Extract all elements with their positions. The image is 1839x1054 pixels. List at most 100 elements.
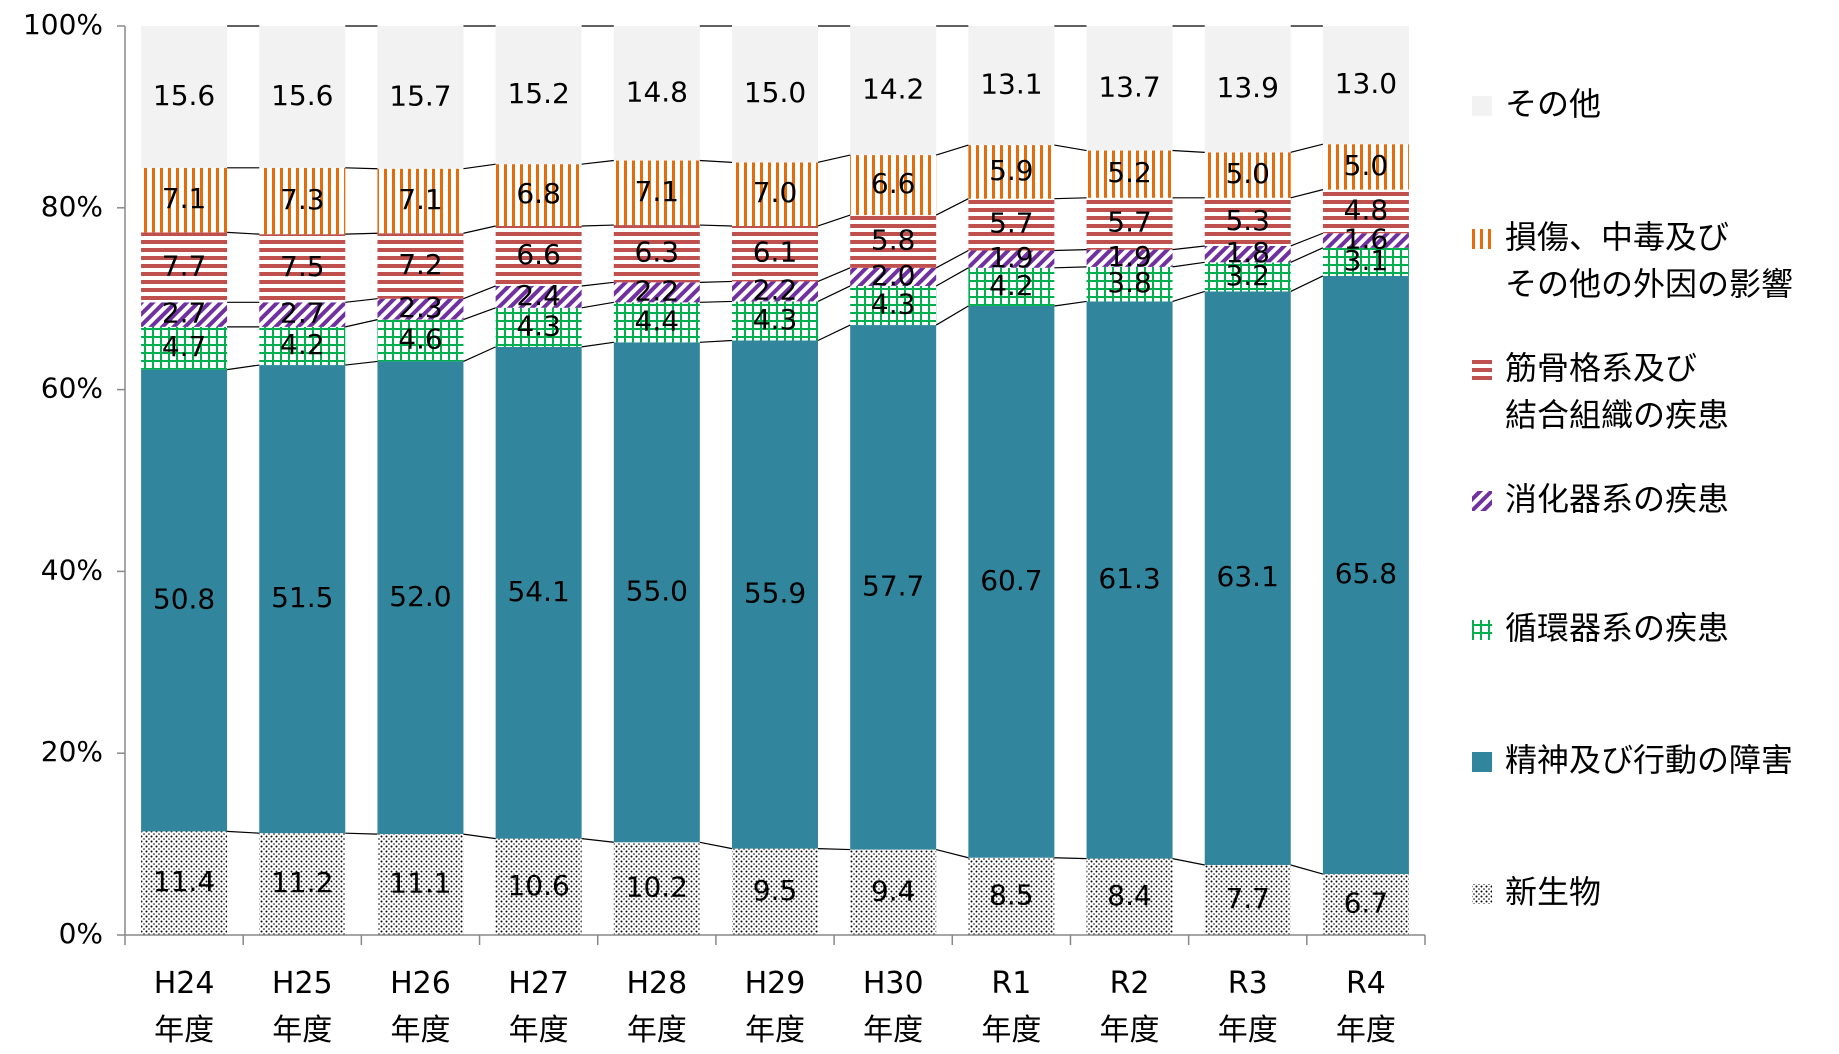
x-tick-label: H24 年度 <box>154 966 215 1048</box>
y-tick-label: 20% <box>41 735 103 768</box>
bar-segment <box>613 26 700 161</box>
series-line <box>1054 300 1087 307</box>
bar-segment <box>259 26 346 168</box>
x-tick-label: R3 年度 <box>1218 966 1278 1048</box>
value-label: 7.1 <box>398 183 443 216</box>
series-line <box>1054 197 1087 200</box>
value-label: 57.7 <box>862 569 924 602</box>
bar-segment <box>259 326 346 366</box>
bar-segment <box>1322 144 1409 190</box>
bar-segment <box>259 167 346 235</box>
series-line <box>463 833 496 840</box>
bar-segment <box>968 305 1055 858</box>
value-label: 5.9 <box>989 154 1034 187</box>
bar-segment <box>968 198 1055 251</box>
value-label: 15.2 <box>507 77 569 110</box>
value-label: 14.2 <box>862 73 924 106</box>
value-label: 55.9 <box>744 577 806 610</box>
bar-segment <box>1204 152 1291 198</box>
bar-segment <box>495 164 582 226</box>
value-label: 5.2 <box>1107 156 1152 189</box>
bar-segment <box>613 302 700 343</box>
series-line <box>581 341 614 348</box>
value-label: 3.2 <box>1225 259 1270 292</box>
bar-segment <box>732 301 818 341</box>
y-tick-label: 0% <box>59 917 103 950</box>
legend-label: 筋骨格系及び結合組織の疾患 <box>1505 349 1729 434</box>
bar-segment <box>377 233 464 299</box>
bar-segment <box>732 162 818 226</box>
value-label: 3.8 <box>1107 266 1152 299</box>
x-tick-label: R2 年度 <box>1100 966 1160 1048</box>
legend-label: 消化器系の疾患 <box>1505 480 1729 518</box>
legend-swatch <box>1472 491 1492 511</box>
series-line <box>935 267 969 287</box>
bar-segment <box>1204 262 1291 292</box>
value-label: 7.1 <box>162 182 207 215</box>
value-label: 9.4 <box>871 874 916 907</box>
bar-segment <box>968 857 1055 935</box>
series-line <box>1290 864 1324 875</box>
value-label: 5.7 <box>1107 206 1152 239</box>
bar-segment <box>259 302 346 327</box>
x-tick-label: H30 年度 <box>863 966 924 1048</box>
bar-segment <box>495 838 582 935</box>
series-line <box>1172 290 1205 302</box>
series-line <box>345 319 378 328</box>
bar-segment <box>1322 247 1409 276</box>
bar-segment <box>732 848 818 935</box>
x-tick-label: H28 年度 <box>626 966 687 1048</box>
series-line <box>463 225 496 234</box>
value-label: 15.6 <box>271 79 333 112</box>
value-label: 4.7 <box>162 330 207 363</box>
series-line <box>1290 189 1324 199</box>
bar-segment <box>968 26 1055 146</box>
bar-segment <box>141 167 228 233</box>
value-label: 61.3 <box>1098 562 1160 595</box>
value-label: 2.2 <box>635 274 680 307</box>
bar-segment <box>1204 197 1291 246</box>
series-line <box>1172 245 1205 251</box>
value-label: 4.2 <box>280 328 325 361</box>
value-label: 6.7 <box>1344 887 1389 920</box>
x-tick-label: R4 年度 <box>1336 966 1396 1048</box>
value-label: 1.9 <box>1107 240 1152 273</box>
series-line <box>345 832 378 835</box>
bar-segment <box>1204 865 1291 935</box>
series-line <box>1054 249 1087 252</box>
value-label: 15.6 <box>153 79 215 112</box>
legend-swatch <box>1472 360 1492 380</box>
value-label: 14.8 <box>626 75 688 108</box>
legend-label: 循環器系の疾患 <box>1505 609 1729 647</box>
bar-segment <box>377 361 464 835</box>
series-line <box>699 339 733 343</box>
value-label: 65.8 <box>1335 557 1397 590</box>
series-line <box>1290 232 1324 247</box>
series-line <box>1290 247 1324 263</box>
value-label: 7.5 <box>280 250 325 283</box>
value-label: 4.3 <box>516 309 561 342</box>
series-line <box>699 280 733 283</box>
series-line <box>817 214 851 227</box>
value-label: 8.5 <box>989 878 1034 911</box>
value-label: 2.0 <box>871 259 916 292</box>
value-label: 13.0 <box>1335 67 1397 100</box>
legend-label: 精神及び行動の障害 <box>1505 741 1793 779</box>
series-line <box>699 841 733 850</box>
x-tick-label: H25 年度 <box>272 966 333 1048</box>
value-label: 10.2 <box>626 871 688 904</box>
value-label: 15.0 <box>744 76 806 109</box>
bar-segment <box>141 369 228 832</box>
value-label: 2.7 <box>162 297 207 330</box>
series-line <box>817 154 851 163</box>
bar-segment <box>377 168 464 234</box>
bar-segment <box>850 285 937 326</box>
series-line <box>345 298 378 303</box>
bar-segment <box>1204 291 1291 866</box>
bar-segment <box>259 833 346 935</box>
value-label: 11.1 <box>389 867 451 900</box>
series-line <box>1054 144 1087 152</box>
series-line <box>227 830 260 834</box>
series-line <box>817 848 851 851</box>
legend-swatch <box>1472 229 1492 249</box>
